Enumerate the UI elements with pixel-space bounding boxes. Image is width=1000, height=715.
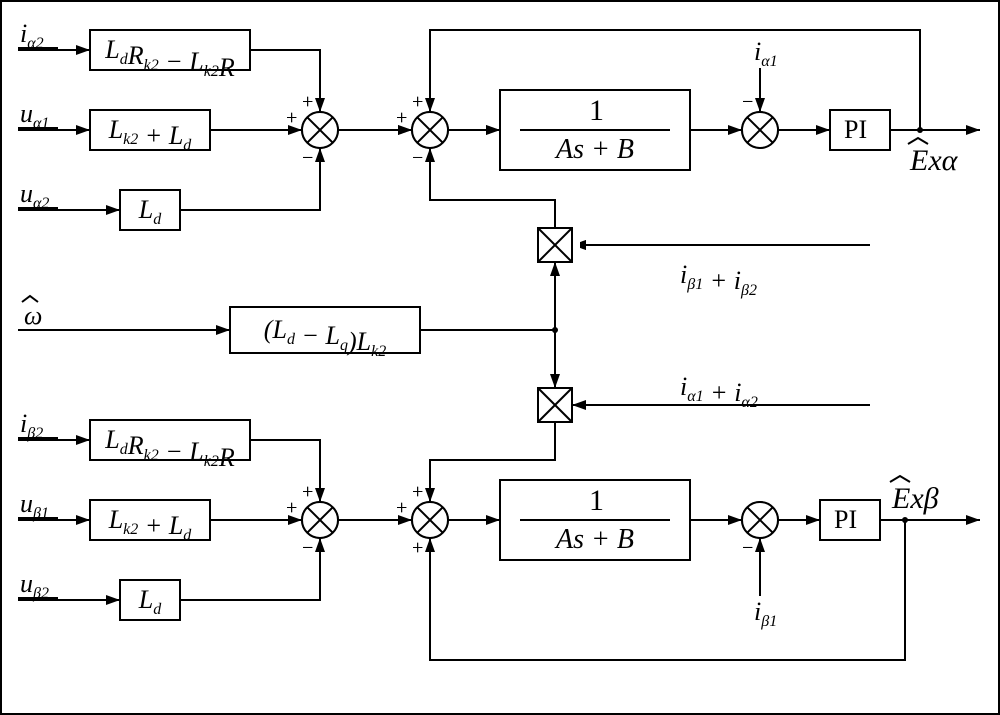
svg-text:+: +	[286, 497, 297, 519]
svg-text:As + B: As + B	[554, 134, 634, 165]
svg-text:+: +	[412, 537, 423, 559]
svg-text:PI: PI	[844, 115, 867, 144]
svg-text:iα1: iα1	[754, 37, 778, 70]
svg-text:Exα: Exα	[909, 144, 959, 177]
svg-text:+: +	[412, 91, 423, 113]
svg-text:As + B: As + B	[554, 524, 634, 555]
svg-text:iβ1: iβ1	[754, 597, 777, 630]
svg-text:+: +	[302, 481, 313, 503]
svg-text:−: −	[302, 147, 313, 169]
svg-text:PI: PI	[834, 505, 857, 534]
svg-text:+: +	[396, 107, 407, 129]
svg-text:+: +	[412, 481, 423, 503]
svg-text:1: 1	[589, 94, 604, 127]
svg-text:+: +	[286, 107, 297, 129]
svg-text:−: −	[742, 537, 753, 559]
svg-text:−: −	[742, 91, 753, 113]
svg-text:ω: ω	[24, 301, 42, 330]
svg-text:iβ1 + iβ2: iβ1 + iβ2	[680, 260, 757, 299]
svg-text:1: 1	[589, 484, 604, 517]
svg-text:−: −	[412, 147, 423, 169]
svg-text:+: +	[302, 91, 313, 113]
svg-text:−: −	[302, 537, 313, 559]
svg-text:+: +	[396, 497, 407, 519]
svg-text:Exβ: Exβ	[891, 482, 939, 515]
